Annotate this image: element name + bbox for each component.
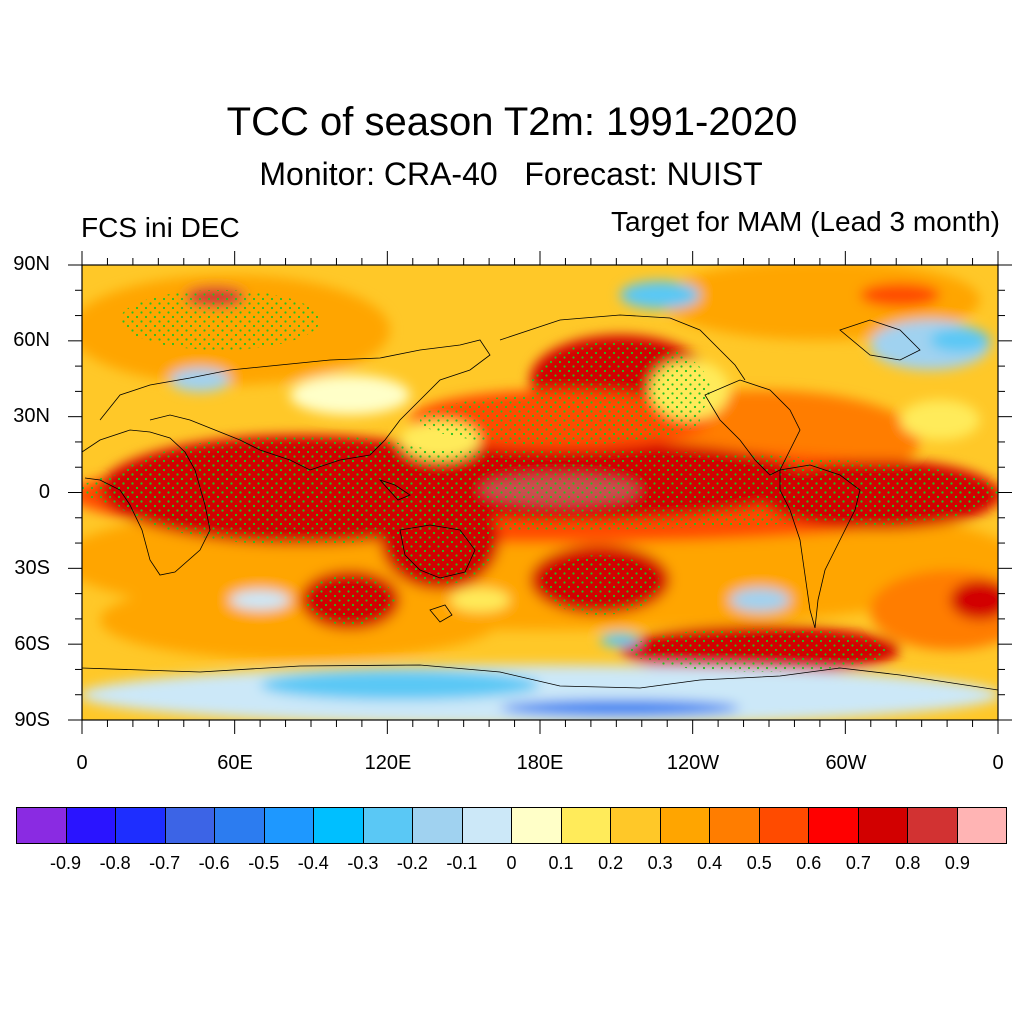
colorbar-swatch bbox=[561, 808, 611, 843]
lon-label-60w: 60W bbox=[825, 752, 867, 774]
axis-ticks bbox=[68, 251, 1012, 734]
lon-label-120w: 120W bbox=[666, 752, 720, 774]
colorbar-swatch bbox=[858, 808, 908, 843]
lon-label-0-left: 0 bbox=[76, 752, 88, 774]
colorbar-label: 0.6 bbox=[796, 853, 822, 873]
colorbar-swatch bbox=[264, 808, 314, 843]
colorbar-label: 0.7 bbox=[845, 853, 871, 873]
colorbar-swatch bbox=[957, 808, 1006, 843]
target-label: Target for MAM (Lead 3 month) bbox=[610, 206, 1000, 237]
lat-label-30s: 30S bbox=[14, 557, 50, 579]
lat-label-60s: 60S bbox=[14, 633, 50, 655]
lon-label-60e: 60E bbox=[217, 752, 253, 774]
colorbar-swatch bbox=[908, 808, 958, 843]
colorbar-label: -0.8 bbox=[99, 853, 131, 873]
colorbar-swatch bbox=[314, 808, 364, 843]
colorbar-label: 0.5 bbox=[746, 853, 772, 873]
colorbar-label: -0.2 bbox=[396, 853, 428, 873]
colorbar-swatch bbox=[611, 808, 661, 843]
map-title: TCC of season T2m: 1991-2020 bbox=[226, 100, 798, 144]
colorbar-swatch bbox=[116, 808, 166, 843]
lat-label-60n: 60N bbox=[13, 329, 50, 351]
colorbar-swatch bbox=[759, 808, 809, 843]
colorbar-label: -0.3 bbox=[347, 853, 379, 873]
colorbar-label: -0.4 bbox=[297, 853, 329, 873]
colorbar-label: 0.1 bbox=[548, 853, 574, 873]
lat-label-90s: 90S bbox=[14, 709, 50, 731]
colorbar-label: -0.7 bbox=[149, 853, 181, 873]
colorbar-label: 0.8 bbox=[895, 853, 921, 873]
lon-label-0-right: 0 bbox=[992, 752, 1004, 774]
colorbar-label: 0.2 bbox=[598, 853, 624, 873]
correlation-map bbox=[68, 251, 1012, 734]
colorbar-label: 0.4 bbox=[697, 853, 723, 873]
map-subtitle: Monitor: CRA-40 Forecast: NUIST bbox=[259, 156, 763, 192]
colorbar-swatch bbox=[363, 808, 413, 843]
lat-label-90n: 90N bbox=[13, 253, 50, 275]
colorbar-label: 0 bbox=[506, 853, 517, 873]
colorbar-label: -0.1 bbox=[446, 853, 478, 873]
colorbar-label: -0.9 bbox=[50, 853, 82, 873]
colorbar-label: 0.9 bbox=[944, 853, 970, 873]
lon-label-180e: 180E bbox=[516, 752, 564, 774]
colorbar-swatch bbox=[413, 808, 463, 843]
colorbar-swatch bbox=[215, 808, 265, 843]
colorbar-swatch bbox=[512, 808, 562, 843]
colorbar-swatch bbox=[809, 808, 859, 843]
lat-label-eq: 0 bbox=[38, 481, 50, 503]
colorbar-swatch bbox=[462, 808, 512, 843]
lat-label-30n: 30N bbox=[13, 405, 50, 427]
lon-label-120e: 120E bbox=[364, 752, 412, 774]
coastlines bbox=[82, 314, 998, 691]
colorbar-swatch bbox=[710, 808, 760, 843]
colorbar-swatch bbox=[165, 808, 215, 843]
colorbar-swatch bbox=[660, 808, 710, 843]
colorbar-swatch bbox=[17, 808, 67, 843]
colorbar-label: 0.3 bbox=[647, 853, 673, 873]
colorbar-swatch bbox=[66, 808, 116, 843]
colorbar bbox=[16, 807, 1007, 844]
colorbar-label: -0.6 bbox=[198, 853, 230, 873]
init-label: FCS ini DEC bbox=[81, 212, 240, 243]
colorbar-label: -0.5 bbox=[248, 853, 280, 873]
